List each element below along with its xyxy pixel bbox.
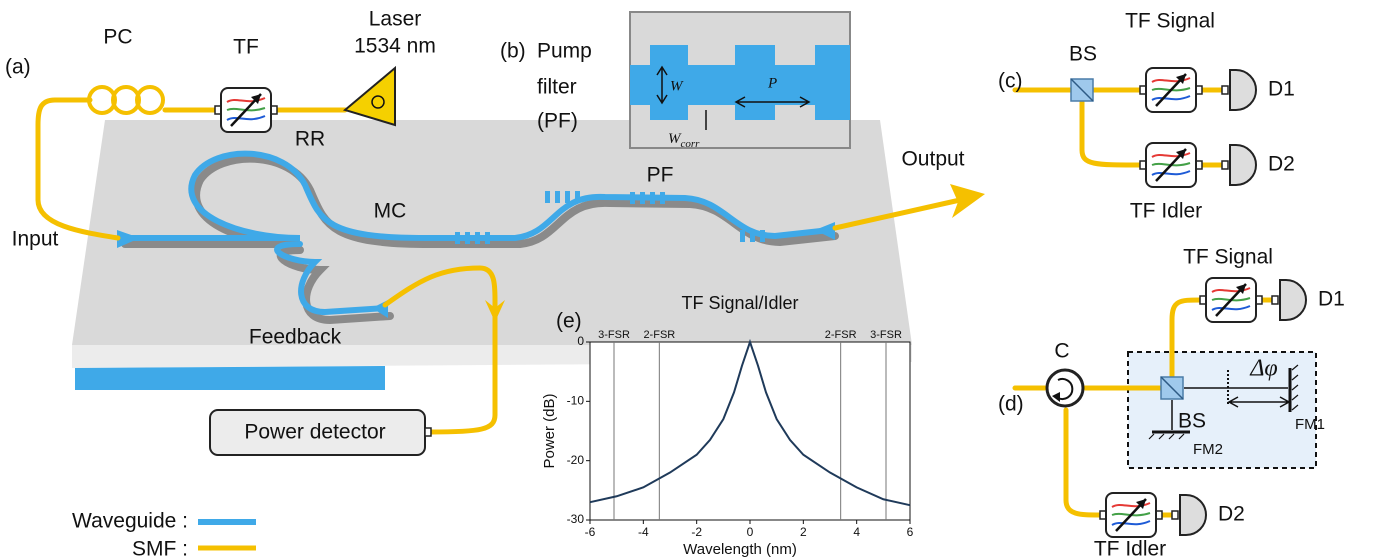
fsr-label: 2-FSR bbox=[643, 329, 675, 341]
x-tick-label: -4 bbox=[638, 525, 649, 539]
y-tick-label: -10 bbox=[567, 394, 585, 408]
legend-waveguide: Waveguide : bbox=[72, 510, 188, 533]
pf-title: (PF) bbox=[537, 110, 578, 133]
input-label: Input bbox=[12, 228, 59, 251]
output-label: Output bbox=[901, 148, 964, 171]
delta-phi: Δφ bbox=[1249, 356, 1277, 382]
bs-label: BS bbox=[1178, 410, 1206, 433]
fm2-label: FM2 bbox=[1193, 441, 1223, 458]
fm1-label: FM1 bbox=[1295, 416, 1325, 433]
fsr-label: 3-FSR bbox=[598, 329, 630, 341]
y-tick-label: -30 bbox=[567, 512, 585, 526]
pf-title: filter bbox=[537, 76, 577, 99]
pc-label: PC bbox=[103, 26, 132, 49]
x-tick-label: 4 bbox=[853, 525, 860, 539]
y-tick-label: 0 bbox=[577, 334, 584, 348]
y-axis-label: Power (dB) bbox=[541, 393, 558, 468]
panel-label: (c) bbox=[998, 70, 1023, 93]
x-tick-label: -2 bbox=[691, 525, 702, 539]
setup-c bbox=[1012, 66, 1257, 189]
setup-d bbox=[1012, 276, 1317, 539]
tf-label: TF bbox=[233, 36, 259, 59]
tf-idler-label: TF Idler bbox=[1094, 538, 1166, 560]
y-tick-label: -20 bbox=[567, 453, 585, 467]
power-detector-label: Power detector bbox=[244, 421, 385, 444]
tf-idler-label: TF Idler bbox=[1130, 200, 1202, 223]
line bbox=[589, 338, 911, 507]
pf-label: PF bbox=[647, 164, 674, 187]
fsr-label: 3-FSR bbox=[870, 329, 902, 341]
chart-e: -6 -4 -2 0 2 4 60-10-20-303-FSR 2-FSR 2-FSR 3-FSR bbox=[567, 329, 914, 539]
w-symbol: W bbox=[670, 78, 684, 94]
pf-title: Pump bbox=[537, 40, 592, 63]
panel-label: (b) bbox=[500, 40, 526, 63]
mc-label: MC bbox=[374, 200, 407, 223]
circulator-label: C bbox=[1054, 340, 1069, 363]
feedback-label: Feedback bbox=[249, 326, 342, 349]
panel-label: (a) bbox=[5, 56, 31, 79]
waveguides bbox=[117, 150, 839, 325]
chart-title: TF Signal/Idler bbox=[681, 293, 798, 313]
p-symbol: P bbox=[767, 75, 777, 91]
x-tick-label: -6 bbox=[585, 525, 596, 539]
laser-wavelength: 1534 nm bbox=[354, 35, 436, 58]
laser-label: Laser bbox=[369, 8, 422, 31]
rr-label: RR bbox=[295, 128, 325, 151]
wcorr-symbol: Wcorr bbox=[668, 131, 700, 149]
tf-signal-label: TF Signal bbox=[1125, 10, 1215, 33]
panel-label: (e) bbox=[556, 310, 582, 333]
x-tick-label: 6 bbox=[907, 525, 914, 539]
fibers-a bbox=[35, 65, 985, 551]
d2-label: D2 bbox=[1218, 503, 1245, 526]
d1-label: D1 bbox=[1268, 78, 1295, 101]
x-tick-label: 0 bbox=[747, 525, 754, 539]
d2-label: D2 bbox=[1268, 153, 1295, 176]
panel-label: (d) bbox=[998, 393, 1024, 416]
bs-label: BS bbox=[1069, 43, 1097, 66]
x-axis-label: Wavelength (nm) bbox=[683, 541, 797, 558]
fsr-label: 2-FSR bbox=[825, 329, 857, 341]
tf-signal-label: TF Signal bbox=[1183, 246, 1273, 269]
legend-smf: SMF : bbox=[132, 538, 188, 560]
x-tick-label: 2 bbox=[800, 525, 807, 539]
pf-inset bbox=[629, 11, 851, 149]
d1-label: D1 bbox=[1318, 288, 1345, 311]
